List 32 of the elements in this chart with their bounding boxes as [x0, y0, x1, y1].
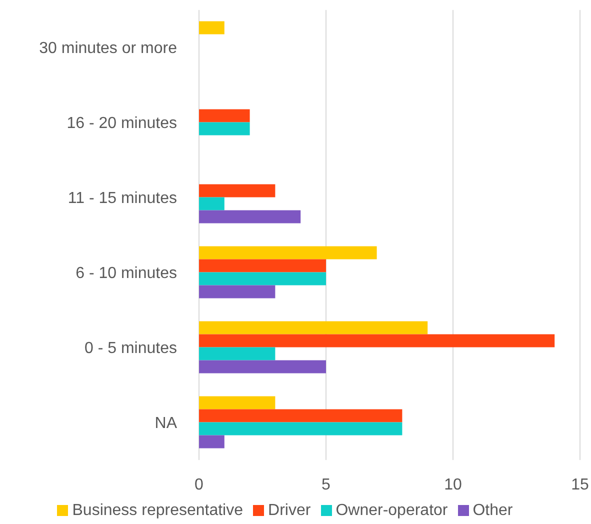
- y-tick-label: 16 - 20 minutes: [66, 115, 177, 132]
- bar: [199, 210, 301, 224]
- bar: [199, 422, 402, 436]
- y-tick-label: 6 - 10 minutes: [76, 265, 177, 282]
- y-tick-label: 0 - 5 minutes: [84, 340, 177, 358]
- legend-label: Driver: [268, 502, 311, 519]
- bar: [199, 184, 276, 198]
- x-tick-label: 0: [194, 476, 204, 494]
- y-tick-label: NA: [154, 415, 178, 432]
- bar: [199, 409, 402, 422]
- bar: [199, 285, 276, 298]
- bar: [199, 272, 326, 286]
- x-tick-label: 10: [444, 476, 462, 494]
- bar: [199, 334, 555, 348]
- bar: [199, 396, 276, 410]
- x-tick-label: 15: [571, 476, 589, 494]
- bar: [199, 259, 326, 272]
- x-tick-label: 5: [322, 476, 331, 494]
- bar: [199, 109, 250, 122]
- legend-label: Business representative: [72, 502, 244, 519]
- bar: [199, 347, 276, 360]
- bar: [199, 435, 224, 448]
- bar: [199, 21, 224, 34]
- y-tick-label: 30 minutes or more: [39, 40, 178, 58]
- y-tick-label: 11 - 15 minutes: [68, 190, 177, 208]
- legend-label: Owner-operator: [336, 502, 448, 519]
- bar: [199, 122, 250, 136]
- bar: [199, 246, 377, 260]
- bar: [199, 360, 326, 374]
- legend-label: Other: [472, 502, 513, 519]
- bar: [199, 321, 428, 334]
- bar: [199, 197, 224, 210]
